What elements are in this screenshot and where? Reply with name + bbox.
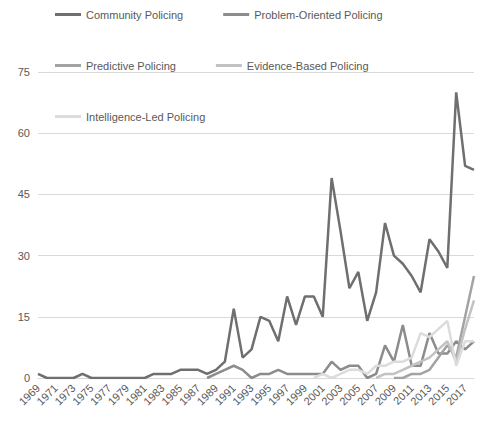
svg-text:Predictive Policing: Predictive Policing xyxy=(86,60,176,72)
svg-text:2011: 2011 xyxy=(390,381,416,407)
svg-text:1973: 1973 xyxy=(52,381,78,408)
svg-text:1995: 1995 xyxy=(247,381,274,408)
svg-text:Problem-Oriented Policing: Problem-Oriented Policing xyxy=(254,9,382,21)
svg-text:15: 15 xyxy=(18,311,30,323)
svg-text:1997: 1997 xyxy=(265,381,292,408)
svg-text:Intelligence-Led Policing: Intelligence-Led Policing xyxy=(86,111,205,123)
svg-text:1981: 1981 xyxy=(123,381,149,408)
svg-text:2001: 2001 xyxy=(301,381,327,408)
svg-text:75: 75 xyxy=(18,66,30,78)
svg-text:1969: 1969 xyxy=(16,381,43,408)
svg-text:1999: 1999 xyxy=(283,381,310,408)
svg-text:1987: 1987 xyxy=(176,381,203,408)
svg-text:1989: 1989 xyxy=(194,381,221,408)
svg-text:2017: 2017 xyxy=(444,382,470,408)
svg-text:30: 30 xyxy=(18,250,30,262)
svg-text:2015: 2015 xyxy=(425,381,452,408)
svg-text:2013: 2013 xyxy=(408,381,434,408)
svg-text:45: 45 xyxy=(18,188,30,200)
svg-text:2007: 2007 xyxy=(354,381,381,408)
svg-text:1993: 1993 xyxy=(230,381,256,408)
svg-text:2009: 2009 xyxy=(372,381,399,408)
svg-text:2005: 2005 xyxy=(336,381,363,408)
svg-text:0: 0 xyxy=(24,372,30,384)
svg-text:1979: 1979 xyxy=(105,381,132,408)
svg-text:1977: 1977 xyxy=(87,381,114,408)
svg-text:1985: 1985 xyxy=(158,381,185,408)
svg-text:1975: 1975 xyxy=(69,381,96,408)
svg-text:Community Policing: Community Policing xyxy=(86,9,183,21)
svg-text:1991: 1991 xyxy=(212,381,238,408)
svg-text:1971: 1971 xyxy=(34,381,60,408)
svg-text:Evidence-Based Policing: Evidence-Based Policing xyxy=(247,60,369,72)
svg-text:1983: 1983 xyxy=(141,381,167,408)
svg-text:60: 60 xyxy=(18,127,30,139)
svg-text:2003: 2003 xyxy=(319,381,345,408)
